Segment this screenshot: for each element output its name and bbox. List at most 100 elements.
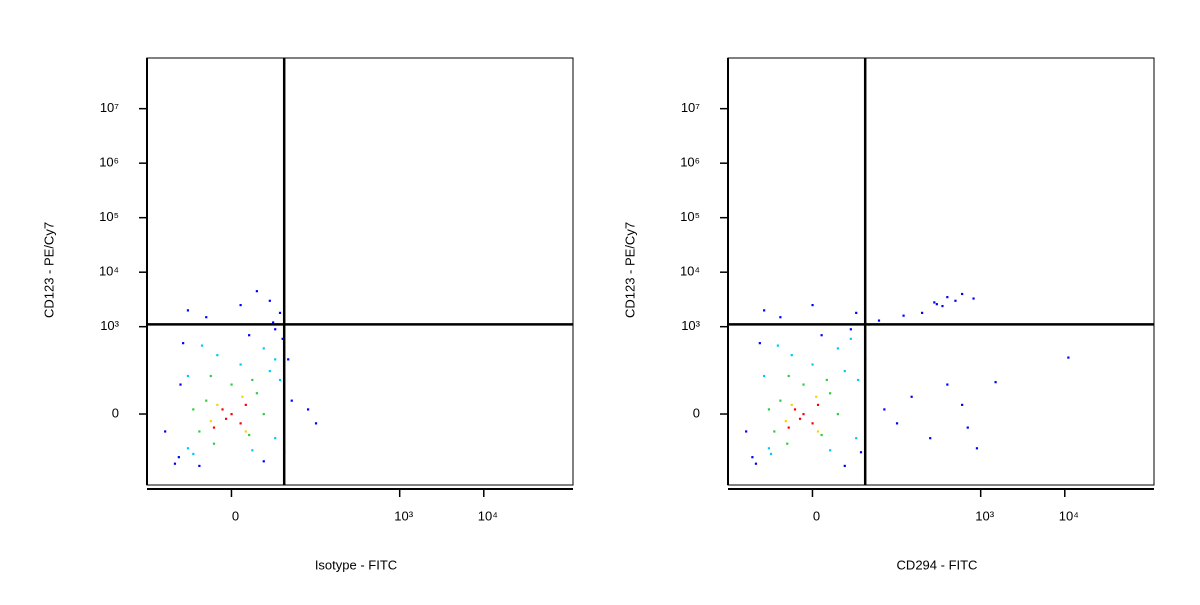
event-dot	[314, 422, 318, 425]
event-dot	[262, 460, 265, 463]
y-tick-label: 10³	[100, 318, 119, 333]
x-tick-label: 10³	[394, 508, 413, 523]
event-dot	[815, 395, 818, 398]
event-dot	[248, 433, 251, 437]
y-tick-label: 10⁴	[680, 264, 700, 279]
event-dot	[209, 374, 212, 378]
event-dot	[205, 316, 208, 319]
event-dot	[268, 369, 271, 373]
y-tick-label: 10⁵	[680, 209, 700, 224]
event-dot	[811, 363, 814, 366]
event-dot	[929, 437, 932, 440]
event-dot	[935, 303, 938, 306]
event-dot	[786, 442, 789, 445]
event-dot	[164, 430, 167, 433]
x-tick-label: 10⁴	[478, 508, 498, 523]
y-tick-label: 10⁶	[99, 155, 119, 170]
event-dot	[239, 363, 242, 366]
event-dot	[798, 417, 802, 420]
event-dot	[182, 342, 185, 345]
event-dot	[779, 399, 782, 402]
event-dot	[1067, 356, 1070, 359]
event-dot	[849, 337, 852, 340]
event-dot	[763, 374, 766, 378]
event-dot	[773, 430, 776, 433]
event-dot	[994, 381, 997, 384]
event-dot	[290, 399, 293, 402]
event-dot	[829, 392, 832, 395]
event-dot	[262, 347, 265, 350]
event-dot	[954, 299, 957, 302]
event-dot	[975, 447, 979, 450]
event-dot	[239, 422, 242, 425]
event-dot	[816, 430, 820, 433]
event-dot	[239, 304, 242, 307]
event-dot	[763, 309, 766, 312]
event-dot	[221, 408, 224, 411]
event-dot	[961, 403, 964, 406]
event-dot	[216, 354, 219, 357]
x-tick-label: 10³	[975, 508, 994, 523]
y-axis-label: CD123 - PE/Cy7	[41, 222, 56, 318]
event-dot	[758, 342, 761, 345]
event-dot	[820, 334, 823, 337]
event-dot	[248, 334, 251, 337]
y-tick-label: 10⁷	[681, 100, 700, 115]
event-dot	[816, 403, 820, 406]
event-dot	[278, 311, 282, 314]
event-dot	[829, 449, 832, 452]
event-dot	[779, 316, 782, 319]
x-tick-label: 0	[813, 508, 820, 523]
event-dot	[836, 413, 839, 416]
event-dot	[855, 311, 858, 314]
y-tick-label: 10⁵	[99, 209, 119, 224]
event-dot	[802, 383, 805, 386]
event-dot	[177, 456, 180, 459]
event-dot	[306, 408, 310, 411]
event-dot	[281, 337, 284, 340]
event-dot	[216, 403, 219, 406]
event-dot	[205, 399, 208, 402]
event-dot	[751, 456, 754, 459]
y-axis-label: CD123 - PE/Cy7	[622, 222, 637, 318]
event-dot	[883, 408, 886, 411]
event-dot	[241, 395, 244, 398]
event-dot	[274, 328, 277, 331]
event-dot	[255, 392, 258, 395]
event-dot	[910, 395, 913, 398]
event-dot	[966, 426, 969, 429]
event-dot	[843, 464, 846, 468]
event-dot	[902, 314, 905, 317]
event-dot	[857, 378, 860, 382]
y-tick-label: 10³	[681, 318, 700, 333]
event-dot	[186, 447, 190, 450]
event-dot	[186, 374, 190, 378]
event-dot	[272, 321, 275, 324]
event-dot	[255, 290, 258, 293]
event-dot	[820, 433, 823, 437]
event-dot	[855, 437, 858, 440]
event-dot	[244, 430, 247, 433]
event-dot	[212, 442, 216, 445]
event-dot	[941, 304, 944, 308]
event-dot	[790, 354, 793, 357]
event-dot	[961, 292, 964, 296]
event-dot	[784, 420, 787, 423]
event-dot	[198, 464, 201, 468]
event-dot	[244, 403, 247, 406]
event-dot	[859, 451, 863, 454]
plot-frame	[727, 57, 1155, 486]
y-tick-label: 10⁴	[99, 264, 119, 279]
event-dot	[811, 304, 814, 307]
event-dot	[769, 452, 773, 456]
event-dot	[811, 422, 814, 425]
event-dot	[787, 426, 790, 429]
event-dot	[895, 422, 899, 425]
event-dot	[230, 413, 233, 416]
event-dot	[173, 462, 177, 465]
y-tick-label: 0	[693, 405, 700, 420]
event-dot	[225, 417, 228, 420]
event-dot	[230, 383, 233, 386]
event-dot	[179, 383, 182, 386]
